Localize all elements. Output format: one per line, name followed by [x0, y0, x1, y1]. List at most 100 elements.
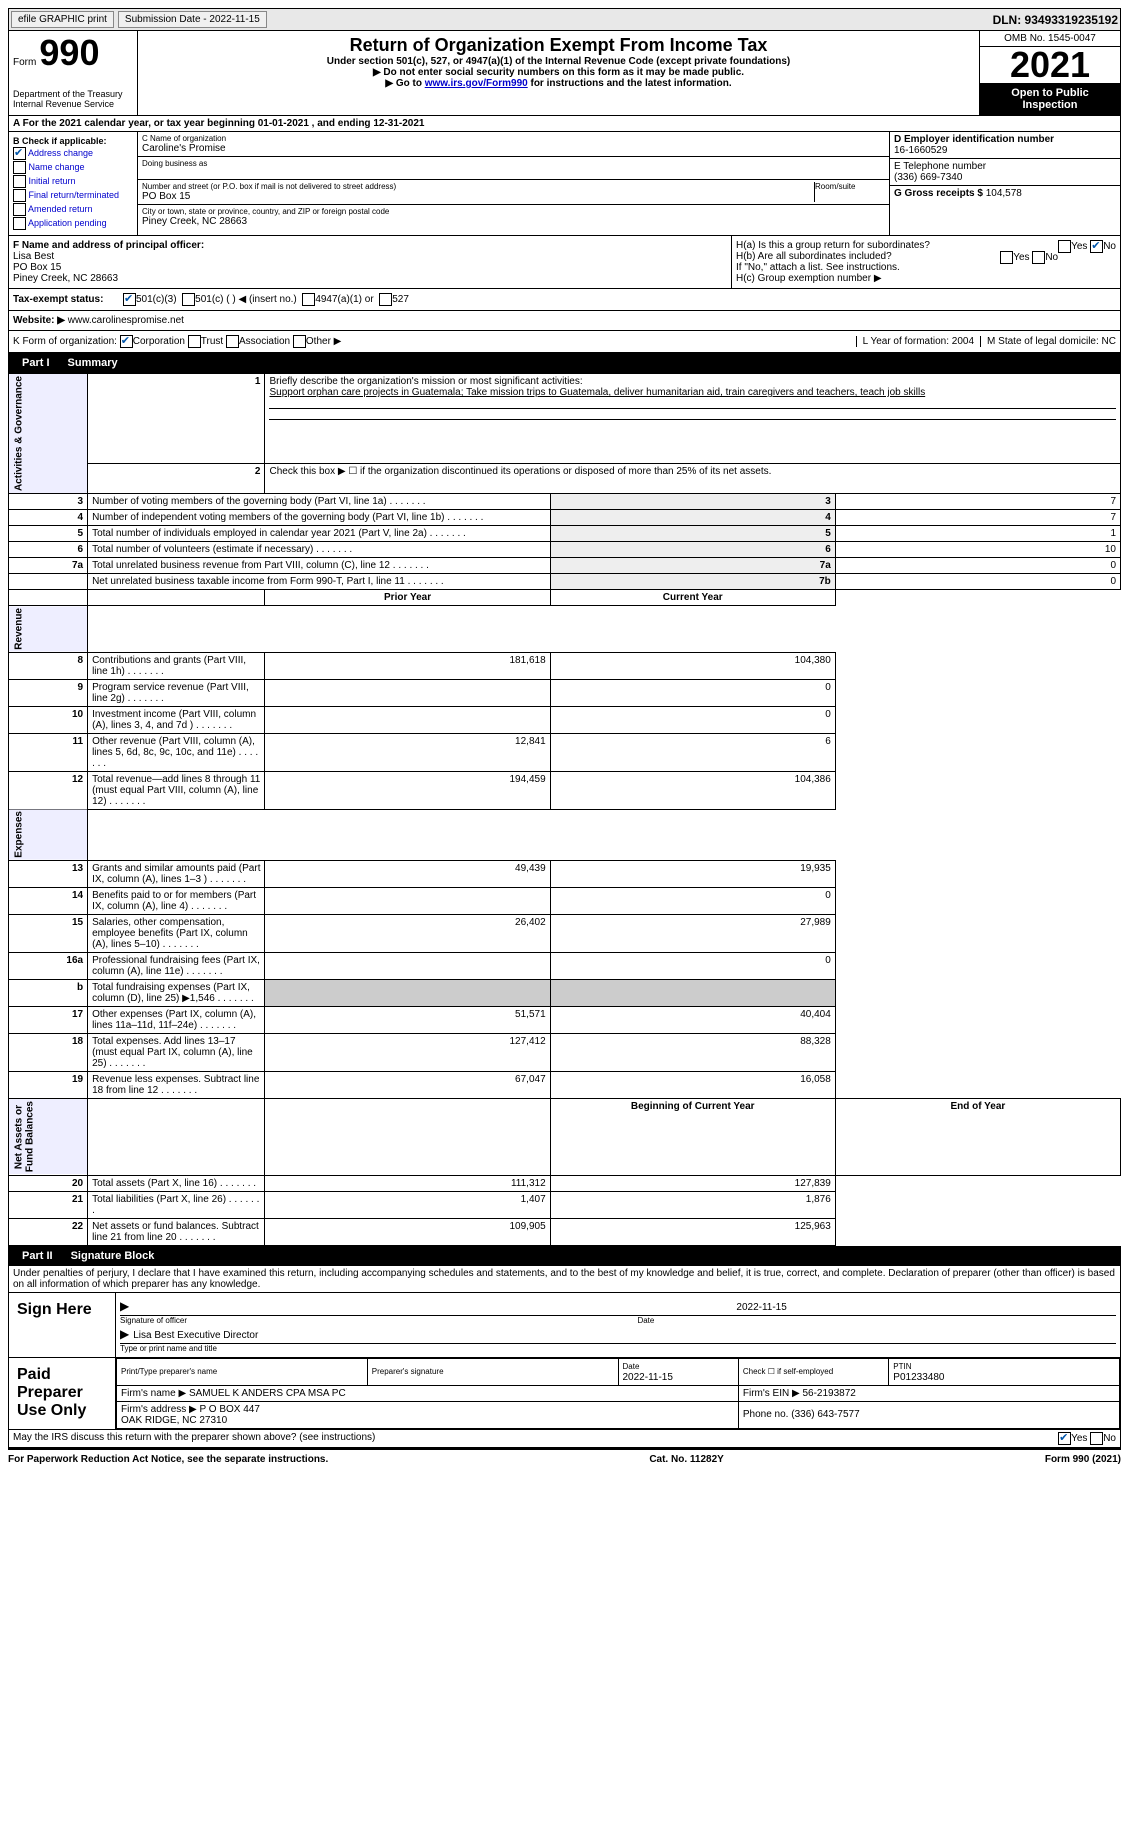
state-domicile: M State of legal domicile: NC	[980, 336, 1116, 347]
part2-title: Signature Block	[71, 1250, 155, 1262]
ha-yes-checkbox[interactable]	[1058, 240, 1071, 253]
corp-checkbox[interactable]	[120, 335, 133, 348]
501c-checkbox[interactable]	[182, 293, 195, 306]
table-row: 9Program service revenue (Part VIII, lin…	[9, 679, 1121, 706]
table-row: 4Number of independent voting members of…	[9, 510, 1121, 526]
row-a-period: A For the 2021 calendar year, or tax yea…	[8, 116, 1121, 132]
form-label: Form	[13, 57, 36, 68]
527-checkbox[interactable]	[379, 293, 392, 306]
vlabel-governance: Activities & Governance	[9, 374, 88, 494]
eoy-header: End of Year	[835, 1099, 1120, 1175]
table-row: 10Investment income (Part VIII, column (…	[9, 706, 1121, 733]
self-employed-check[interactable]: Check ☐ if self-employed	[738, 1358, 888, 1385]
type-name-label: Type or print name and title	[120, 1344, 1116, 1353]
table-row: 8Contributions and grants (Part VIII, li…	[9, 652, 1121, 679]
hb-label: H(b) Are all subordinates included?	[736, 251, 892, 262]
ha-label: H(a) Is this a group return for subordin…	[736, 240, 930, 251]
part1-label: Part I	[14, 355, 58, 371]
initial-return-checkbox[interactable]	[13, 175, 26, 188]
website-label: Website: ▶	[13, 315, 65, 326]
table-row: 15Salaries, other compensation, employee…	[9, 915, 1121, 953]
discuss-yes-checkbox[interactable]	[1058, 1432, 1071, 1445]
website-value: www.carolinespromise.net	[68, 315, 184, 326]
trust-checkbox[interactable]	[188, 335, 201, 348]
sig-officer-label: Signature of officer	[120, 1316, 187, 1325]
top-toolbar: efile GRAPHIC print Submission Date - 20…	[8, 8, 1121, 31]
city-label: City or town, state or province, country…	[142, 207, 885, 216]
paid-preparer-label: Paid Preparer Use Only	[9, 1358, 116, 1429]
address-change-checkbox[interactable]	[13, 147, 26, 160]
table-row: 13Grants and similar amounts paid (Part …	[9, 861, 1121, 888]
boy-header: Beginning of Current Year	[550, 1099, 835, 1175]
part2-header: Part II Signature Block	[8, 1246, 1121, 1266]
dept-label: Department of the Treasury Internal Reve…	[13, 89, 133, 109]
form-org-label: K Form of organization:	[13, 336, 117, 347]
part1-header: Part I Summary	[8, 353, 1121, 373]
table-row: 18Total expenses. Add lines 13–17 (must …	[9, 1034, 1121, 1072]
dln-label: DLN: 93493319235192	[993, 13, 1118, 27]
hb-note: If "No," attach a list. See instructions…	[736, 262, 1116, 273]
subtitle-1: Under section 501(c), 527, or 4947(a)(1)…	[142, 56, 975, 67]
501c3-label: 501(c)(3)	[136, 294, 177, 305]
submission-date-button[interactable]: Submission Date - 2022-11-15	[118, 11, 267, 28]
footer-mid: Cat. No. 11282Y	[649, 1454, 723, 1465]
vlabel-netassets: Net Assets or Fund Balances	[9, 1099, 88, 1175]
hb-no-checkbox[interactable]	[1032, 251, 1045, 264]
table-row: 16aProfessional fundraising fees (Part I…	[9, 953, 1121, 980]
section-f-h: F Name and address of principal officer:…	[8, 236, 1121, 289]
501c-label: 501(c) ( ) ◀ (insert no.)	[195, 294, 297, 305]
form-number: 990	[39, 32, 99, 73]
org-name-value: Caroline's Promise	[142, 143, 226, 154]
trust-label: Trust	[201, 336, 223, 347]
org-name-label: C Name of organization	[142, 134, 885, 143]
assoc-checkbox[interactable]	[226, 335, 239, 348]
501c3-checkbox[interactable]	[123, 293, 136, 306]
prep-sig-label: Preparer's signature	[372, 1367, 444, 1376]
table-row: 6Total number of volunteers (estimate if…	[9, 542, 1121, 558]
subtitle-2: ▶ Do not enter social security numbers o…	[142, 67, 975, 78]
527-label: 527	[392, 294, 409, 305]
name-change-checkbox[interactable]	[13, 161, 26, 174]
q2-text: Check this box ▶ ☐ if the organization d…	[265, 464, 1121, 494]
discuss-row: May the IRS discuss this return with the…	[8, 1430, 1121, 1448]
assoc-label: Association	[239, 336, 290, 347]
part1-title: Summary	[68, 357, 118, 369]
discuss-no-checkbox[interactable]	[1090, 1432, 1103, 1445]
other-checkbox[interactable]	[293, 335, 306, 348]
table-row: 3Number of voting members of the governi…	[9, 494, 1121, 510]
firm-ein-value: 56-2193872	[802, 1388, 855, 1399]
room-label: Room/suite	[815, 182, 885, 191]
application-pending-checkbox[interactable]	[13, 217, 26, 230]
open-inspection-label: Open to Public Inspection	[980, 83, 1120, 115]
footer-left: For Paperwork Reduction Act Notice, see …	[8, 1454, 328, 1465]
dba-label: Doing business as	[142, 159, 885, 168]
amended-return-checkbox[interactable]	[13, 203, 26, 216]
subtitle-3: ▶ Go to www.irs.gov/Form990 for instruct…	[142, 78, 975, 89]
q1-label: Briefly describe the organization's miss…	[269, 376, 582, 387]
ha-no-checkbox[interactable]	[1090, 240, 1103, 253]
hb-yes-checkbox[interactable]	[1000, 251, 1013, 264]
signature-block: Sign Here 2022-11-15 Signature of office…	[8, 1293, 1121, 1430]
4947-checkbox[interactable]	[302, 293, 315, 306]
city-value: Piney Creek, NC 28663	[142, 216, 247, 227]
officer-addr2: Piney Creek, NC 28663	[13, 273, 118, 284]
table-row: 14Benefits paid to or for members (Part …	[9, 888, 1121, 915]
mission-text: Support orphan care projects in Guatemal…	[269, 387, 925, 398]
4947-label: 4947(a)(1) or	[315, 294, 373, 305]
efile-print-button[interactable]: efile GRAPHIC print	[11, 11, 114, 28]
preparer-table: Print/Type preparer's name Preparer's si…	[116, 1358, 1120, 1429]
ein-label: D Employer identification number	[894, 134, 1054, 145]
discuss-text: May the IRS discuss this return with the…	[13, 1432, 375, 1445]
final-return-checkbox[interactable]	[13, 189, 26, 202]
officer-name: Lisa Best	[13, 251, 54, 262]
address-label: Number and street (or P.O. box if mail i…	[142, 182, 814, 191]
firm-name-value: SAMUEL K ANDERS CPA MSA PC	[189, 1388, 346, 1399]
current-year-header: Current Year	[550, 590, 835, 606]
ptin-value: P01233480	[893, 1372, 944, 1383]
officer-label: F Name and address of principal officer:	[13, 240, 204, 251]
gross-receipts-value: 104,578	[986, 188, 1022, 199]
table-row: 19Revenue less expenses. Subtract line 1…	[9, 1072, 1121, 1099]
page-footer: For Paperwork Reduction Act Notice, see …	[8, 1448, 1121, 1465]
column-d-e-g: D Employer identification number 16-1660…	[889, 132, 1120, 235]
irs-link[interactable]: www.irs.gov/Form990	[425, 78, 528, 89]
